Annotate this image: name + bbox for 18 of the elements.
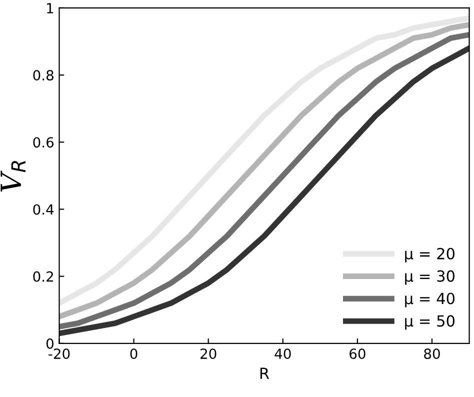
x-tick-label: 0 <box>130 348 138 360</box>
y-tick-label: 0.4 <box>33 204 54 215</box>
x-tick-label: -20 <box>48 348 70 360</box>
y-tick-label: 0.2 <box>33 271 53 282</box>
legend-label: μ = 20 <box>405 248 454 262</box>
x-axis-title: R <box>260 368 270 379</box>
x-tick-label: 20 <box>200 348 216 360</box>
y-tick-label: 0.6 <box>33 137 54 148</box>
y-tick-label: 0 <box>46 338 54 349</box>
x-tick-label: 60 <box>350 348 366 360</box>
x-tick-label: 80 <box>424 348 440 360</box>
y-tick-label: 0.8 <box>33 70 54 81</box>
x-tick-label: 40 <box>274 348 291 360</box>
legend-label: μ = 30 <box>405 270 454 285</box>
y-axis-title: V$_{R}$ <box>0 161 26 192</box>
legend-label: μ = 50 <box>405 315 454 330</box>
y-tick-label: 1 <box>47 3 54 14</box>
legend-label: μ = 40 <box>405 292 454 308</box>
